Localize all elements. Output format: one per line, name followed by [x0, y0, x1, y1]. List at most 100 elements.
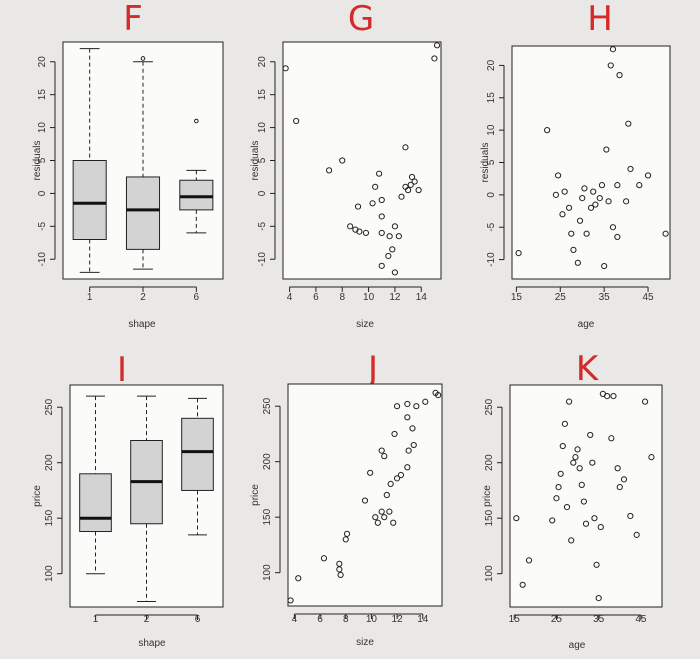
data-point — [413, 403, 420, 410]
data-point — [397, 471, 405, 479]
x-tick-label: 14 — [416, 292, 428, 303]
data-point — [568, 537, 575, 544]
data-point — [572, 454, 579, 461]
x-tick-label: 25 — [555, 292, 567, 303]
data-point — [393, 403, 401, 410]
y-tick-label: -10 — [486, 252, 497, 267]
data-point — [620, 476, 628, 483]
panel-letter-G: G — [348, 0, 374, 39]
data-point — [404, 400, 411, 408]
x-tick-label: 45 — [635, 614, 647, 625]
outlier-point — [140, 56, 146, 61]
data-point — [337, 571, 344, 579]
data-point — [627, 165, 634, 173]
y-tick-label: 200 — [484, 454, 495, 471]
data-point — [614, 233, 621, 241]
data-point — [398, 193, 405, 200]
data-point — [408, 173, 416, 181]
y-tick-label: 5 — [486, 159, 497, 165]
data-point — [515, 250, 522, 257]
data-point — [554, 172, 562, 179]
y-tick-label: 150 — [484, 509, 495, 526]
data-point — [563, 504, 571, 511]
plot-frame — [511, 45, 671, 280]
data-point — [601, 262, 608, 270]
data-point — [354, 203, 362, 210]
data-point — [570, 246, 577, 253]
data-point — [609, 224, 617, 231]
data-point — [405, 447, 412, 454]
data-point — [610, 393, 617, 400]
data-point — [591, 515, 598, 522]
data-point — [378, 262, 385, 269]
x-tick-label: 35 — [593, 614, 605, 625]
data-point — [549, 517, 556, 524]
data-point — [282, 65, 289, 72]
x-axis-label: shape — [128, 319, 156, 330]
data-point — [583, 230, 590, 237]
panel-F: F -10 -5 0 5 10 15 20 residuals 1 2 6 shape — [32, 0, 224, 330]
data-point — [387, 480, 394, 487]
data-point — [587, 204, 595, 211]
data-point — [581, 185, 588, 192]
x-tick-label: 12 — [392, 614, 404, 625]
data-point — [625, 120, 632, 127]
y-tick-label: 250 — [44, 398, 55, 415]
data-point — [561, 420, 568, 427]
data-point — [608, 435, 615, 442]
y-tick-label: -5 — [486, 222, 497, 231]
box-1 — [72, 160, 107, 240]
data-point — [372, 183, 379, 190]
data-point — [627, 512, 634, 520]
data-point — [325, 167, 333, 174]
data-point — [391, 269, 399, 276]
y-tick-label: 5 — [37, 157, 48, 163]
data-point — [582, 520, 590, 527]
plot-frame — [287, 383, 443, 607]
data-point — [633, 531, 640, 538]
x-tick-label: 6 — [195, 614, 201, 625]
x-tick-label: 2 — [140, 292, 146, 303]
y-tick-label: 200 — [44, 454, 55, 471]
y-tick-label: 150 — [262, 508, 273, 525]
data-point — [385, 252, 392, 260]
y-tick-label: 0 — [37, 190, 48, 196]
data-point — [411, 178, 418, 185]
data-point — [393, 475, 401, 482]
box-6 — [181, 417, 214, 491]
data-point — [391, 430, 398, 438]
x-axis-label: size — [356, 637, 374, 648]
data-point — [342, 536, 349, 543]
data-point — [553, 495, 560, 502]
data-point — [614, 465, 621, 472]
data-point — [383, 491, 390, 499]
x-tick-label: 10 — [366, 614, 378, 625]
data-point — [378, 213, 385, 220]
x-tick-label: 2 — [144, 614, 150, 625]
data-point — [587, 431, 594, 439]
y-tick-label: 15 — [257, 89, 268, 101]
x-axis-label: age — [578, 319, 595, 330]
data-point — [404, 414, 411, 421]
data-point — [389, 246, 396, 253]
data-point — [404, 464, 411, 471]
data-point — [593, 561, 600, 568]
data-point — [616, 484, 623, 491]
x-axis-label: size — [356, 319, 374, 330]
box-1 — [79, 473, 112, 533]
y-axis-label: residuals — [32, 140, 43, 180]
data-point — [409, 425, 416, 432]
data-point — [378, 447, 385, 454]
data-point — [361, 497, 369, 504]
y-tick-label: 10 — [486, 124, 497, 136]
data-point — [623, 198, 630, 205]
panel-letter-J: J — [366, 349, 378, 389]
y-tick-label: 0 — [257, 190, 268, 196]
panel-letter-F: F — [123, 0, 143, 39]
data-point — [367, 469, 374, 476]
data-point — [616, 72, 623, 79]
data-point — [378, 196, 385, 204]
data-point — [574, 259, 581, 266]
x-tick-label: 8 — [339, 292, 345, 303]
data-point — [435, 392, 442, 399]
